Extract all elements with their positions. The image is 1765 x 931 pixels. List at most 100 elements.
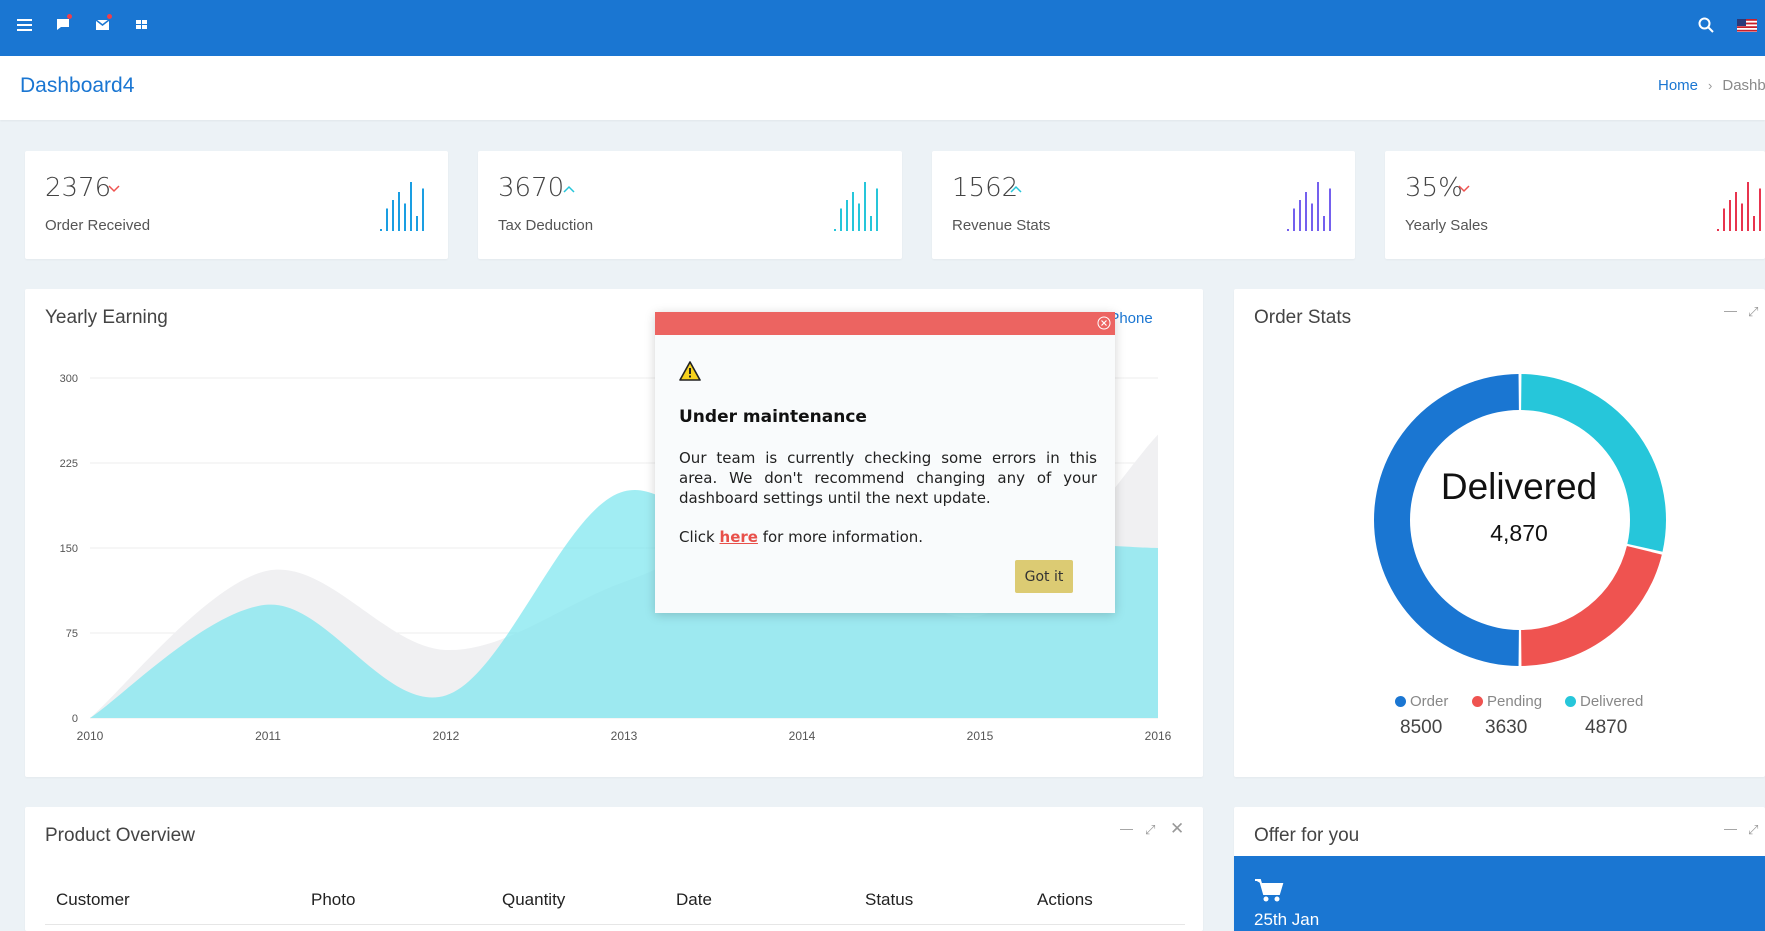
stat-label: Tax Deduction [498,217,594,234]
expand-icon[interactable]: ⤢ [1748,822,1759,837]
notification-dot [107,14,112,19]
card-title: Offer for you [1254,825,1360,846]
maintenance-dialog: Under maintenance Our team is currently … [655,312,1115,613]
sparkline-bar [1741,203,1743,231]
donut-slice-pending[interactable] [1521,546,1662,666]
column-header-status[interactable]: Status [865,890,914,909]
legend-value-delivered: 4870 [1585,717,1628,738]
sparkline [1287,182,1331,231]
legend-dot [1395,696,1406,707]
sparkline-bar [846,200,848,231]
donut-slice-delivered[interactable] [1521,374,1666,552]
notification-dot [67,14,72,19]
legend-label: iPhone [1106,310,1153,327]
sparkline-bar [1759,188,1761,231]
got-it-button[interactable]: Got it [1015,560,1073,593]
expand-icon[interactable]: ⤢ [1748,304,1759,319]
mail-icon[interactable] [94,14,112,34]
sparkline-bar [1293,208,1295,231]
column-header-actions[interactable]: Actions [1037,890,1093,909]
sparkline-bar [858,203,860,231]
sparkline-bar [416,216,418,231]
close-icon[interactable] [1097,316,1111,330]
column-header-photo[interactable]: Photo [311,890,356,909]
sparkline [380,182,424,231]
x-tick-label: 2013 [611,729,638,743]
dialog-message: Our team is currently checking some erro… [679,449,1097,507]
expand-icon[interactable]: ⤢ [1145,822,1156,837]
chart-legend-iphone[interactable]: iPhone [1106,310,1153,327]
stat-label: Order Received [45,217,151,234]
apps-grid-icon[interactable] [133,16,151,34]
x-tick-label: 2011 [255,729,281,743]
product-overview-card: Product Overview — ⤢ ✕ [25,807,1203,931]
sparkline-bar [386,208,388,231]
sparkline-bar [1329,188,1331,231]
offer-date: 25th Jan [1254,910,1320,929]
x-tick-label: 2012 [433,729,460,743]
y-tick-label: 75 [66,628,78,640]
stat-label: Yearly Sales [1405,217,1488,234]
search-icon[interactable] [1697,16,1715,34]
stat-value: 3670 [498,173,565,203]
breadcrumb-current: Dashb [1722,77,1765,94]
offer-banner[interactable]: 25th Jan [1234,856,1765,931]
top-navbar [0,0,1765,56]
donut-slice-order[interactable] [1373,374,1519,666]
chat-icon[interactable] [55,14,73,34]
minimize-icon[interactable]: — [1120,821,1133,836]
sparkline-bar [1747,182,1749,231]
close-icon[interactable]: ✕ [1170,819,1185,838]
sparkline-bar [1287,229,1289,231]
page-title: Dashboard4 [20,74,135,97]
dialog-header [655,312,1115,335]
order-stats-card: Order Stats — ⤢ [1234,289,1765,777]
card-title: Yearly Earning [45,307,168,328]
donut-center-label: Delivered [1440,466,1598,507]
y-tick-label: 225 [60,458,78,470]
legend-value-order: 8500 [1400,717,1443,738]
stat-value: 35% [1405,173,1463,203]
sparkline-bar [864,182,866,231]
stat-card-order-received: 2376 Order Received [25,151,448,259]
minimize-icon[interactable]: — [1724,821,1737,836]
table-header-divider [45,924,1185,925]
legend-order: Order [1395,693,1448,710]
column-header-date[interactable]: Date [676,890,712,909]
legend-value-pending: 3630 [1485,717,1528,738]
sparkline-bar [392,200,394,231]
warning-icon [679,361,701,381]
sparkline-bar [1305,192,1307,231]
trend-up-icon [563,185,575,193]
y-tick-label: 0 [72,713,78,725]
sparkline-bar [840,208,842,231]
donut-center-value: 4,870 [1490,520,1548,546]
minimize-icon[interactable]: — [1724,303,1737,318]
sparkline-bar [422,188,424,231]
sparkline [834,182,878,231]
sparkline-bar [1735,192,1737,231]
sparkline [1717,182,1761,231]
us-flag-icon[interactable] [1736,16,1758,34]
sparkline-bar [1299,200,1301,231]
yearly-earning-chart: 0 75 150 225 300 2010 2011 2012 2013 2014 2015 2016 [60,373,1172,743]
stat-value: 1562 [952,173,1019,203]
breadcrumb-home-link[interactable]: Home [1658,77,1699,94]
page-header: Dashboard4 Home › Dashb [0,56,1765,120]
y-tick-label: 300 [60,373,78,385]
trend-down-icon [1458,185,1470,193]
menu-icon[interactable] [16,16,34,34]
column-header-customer[interactable]: Customer [56,890,130,909]
column-header-quantity[interactable]: Quantity [502,890,566,909]
legend-pending: Pending [1472,693,1542,710]
card-title: Product Overview [45,825,195,846]
x-tick-label: 2015 [967,729,994,743]
sparkline-bar [1753,216,1755,231]
y-tick-label: 150 [60,543,78,555]
stat-value: 2376 [45,173,112,203]
sparkline-bar [1311,203,1313,231]
more-info-link[interactable]: here [719,528,758,546]
chevron-right-icon: › [1708,78,1713,93]
sparkline-bar [410,182,412,231]
sparkline-bar [398,192,400,231]
